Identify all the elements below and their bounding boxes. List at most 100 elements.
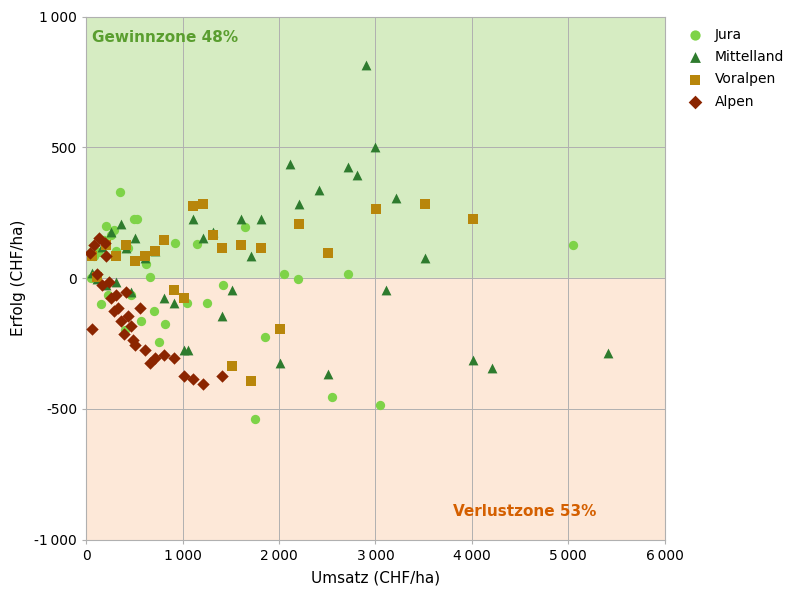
Alpen [127,335,140,344]
Mittelland [90,275,103,284]
Alpen [95,280,108,290]
Mittelland [158,293,170,303]
Alpen [138,345,151,355]
Jura [87,251,100,261]
Alpen [129,340,142,349]
Alpen [85,324,98,334]
Mittelland [114,220,127,229]
Jura [342,269,355,279]
Jura [566,241,579,250]
Jura [200,298,213,307]
Voralpen [226,361,238,370]
Jura [97,235,110,245]
Alpen [108,306,121,316]
X-axis label: Umsatz (CHF/ha): Umsatz (CHF/ha) [311,571,440,586]
Mittelland [167,298,180,307]
Voralpen [293,220,306,229]
Mittelland [283,159,296,169]
Mittelland [602,348,614,358]
Mittelland [129,233,142,242]
Alpen [105,293,118,303]
Mittelland [359,60,372,70]
Mittelland [187,214,200,224]
Mittelland [341,162,354,172]
Mittelland [110,277,122,287]
Voralpen [235,241,248,250]
Voralpen [129,256,142,266]
Mittelland [254,214,267,224]
Jura [139,259,152,269]
Jura [128,214,141,224]
Jura [108,225,121,235]
Alpen [197,379,210,389]
Voralpen [90,272,103,282]
Bar [86,17,665,278]
Mittelland [148,246,161,256]
Mittelland [312,186,325,195]
Alpen [102,277,115,287]
Mittelland [119,243,132,253]
Voralpen [158,235,170,245]
Jura [122,243,134,253]
Alpen [124,322,137,331]
Voralpen [138,251,151,261]
Jura [118,325,131,335]
Alpen [83,248,96,258]
Voralpen [197,199,210,208]
Jura [181,298,194,307]
Mittelland [350,170,363,180]
Jura [153,337,166,347]
Alpen [100,251,113,261]
Mittelland [369,143,382,152]
Mittelland [85,268,98,278]
Alpen [118,330,130,339]
Mittelland [105,227,118,237]
Jura [249,414,262,424]
Jura [190,239,203,249]
Voralpen [245,377,258,386]
Y-axis label: Erfolg (CHF/ha): Erfolg (CHF/ha) [11,220,26,336]
Voralpen [254,243,267,253]
Text: Gewinnzone 48%: Gewinnzone 48% [92,30,238,45]
Alpen [92,233,105,242]
Alpen [177,371,190,381]
Mittelland [322,369,334,378]
Jura [134,316,147,326]
Jura [217,280,230,290]
Jura [326,392,338,402]
Jura [147,306,160,316]
Mittelland [138,254,151,263]
Alpen [148,353,161,362]
Jura [258,332,271,341]
Jura [278,269,290,279]
Mittelland [206,227,219,237]
Voralpen [216,243,229,253]
Mittelland [95,242,108,251]
Voralpen [466,214,479,224]
Voralpen [119,241,132,250]
Jura [85,273,98,283]
Voralpen [370,204,383,214]
Jura [124,290,137,300]
Bar [86,278,665,540]
Voralpen [322,248,334,258]
Alpen [143,358,156,368]
Alpen [90,269,103,279]
Jura [114,187,126,196]
Voralpen [167,285,180,294]
Text: Verlustzone 53%: Verlustzone 53% [453,504,596,519]
Mittelland [486,364,498,373]
Alpen [98,238,111,248]
Jura [374,400,386,410]
Mittelland [235,214,248,224]
Mittelland [245,251,258,261]
Voralpen [187,201,200,211]
Alpen [114,316,127,326]
Voralpen [206,230,219,240]
Jura [105,230,118,240]
Voralpen [177,293,190,303]
Mittelland [197,233,210,242]
Jura [292,275,305,284]
Mittelland [124,288,137,297]
Mittelland [380,285,393,294]
